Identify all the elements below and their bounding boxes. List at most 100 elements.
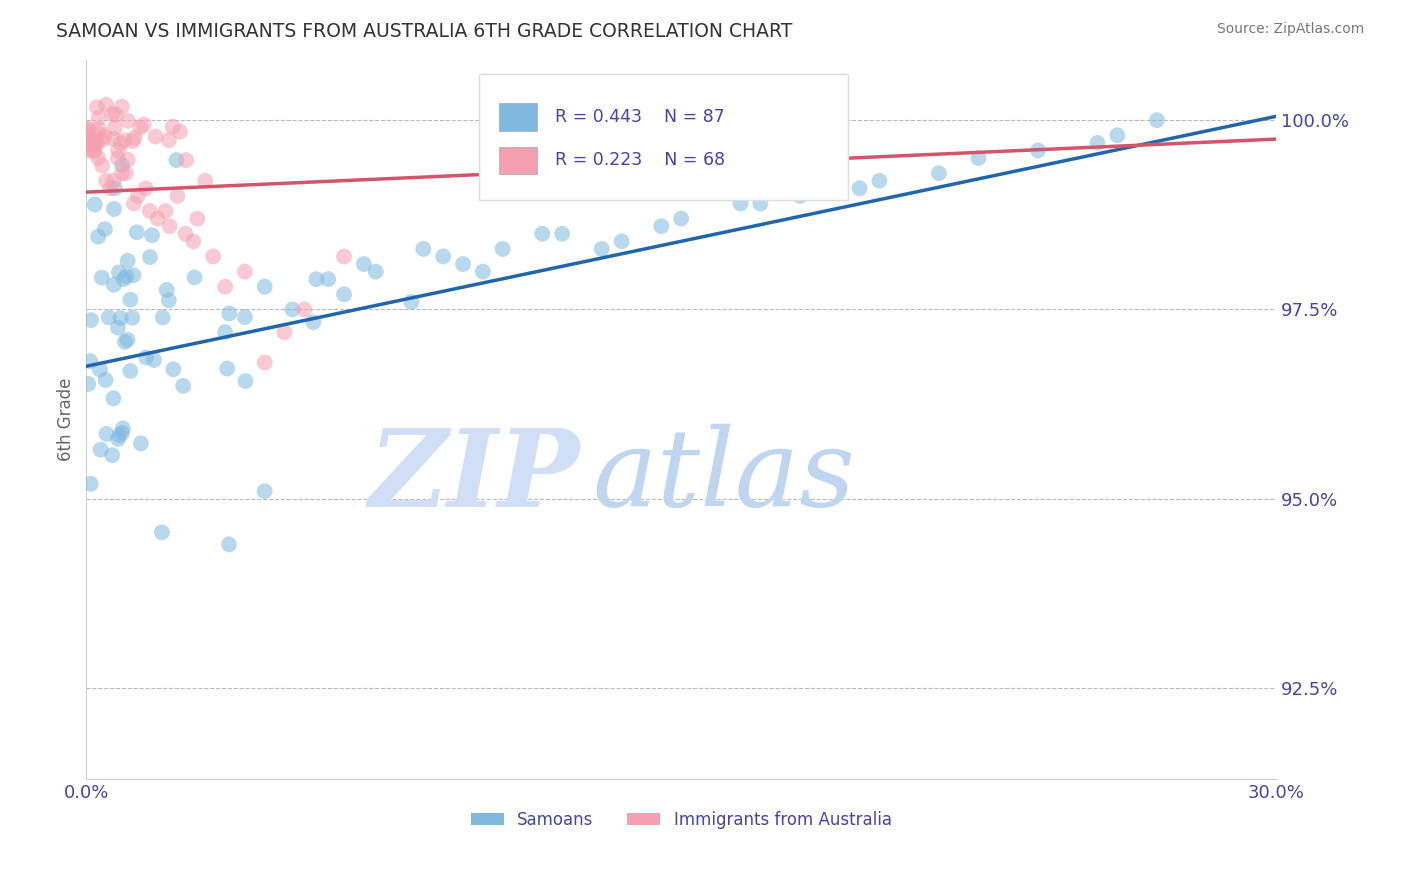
Samoans [125,225,148,239]
Samoans [152,310,174,325]
Samoans [302,315,325,329]
Immigrants from Australia [115,166,138,180]
Immigrants from Australia [84,135,107,149]
Text: R = 0.443    N = 87: R = 0.443 N = 87 [555,108,724,126]
Samoans [172,379,194,393]
Samoans [214,325,236,339]
Immigrants from Australia [157,133,180,147]
Samoans [235,374,257,388]
Immigrants from Australia [77,125,100,139]
Samoans [108,428,131,442]
Samoans [77,376,100,391]
Immigrants from Australia [101,107,124,121]
Immigrants from Australia [110,136,132,151]
Samoans [96,426,118,441]
Samoans [117,333,139,347]
Samoans [114,334,136,349]
Samoans [868,174,890,188]
Immigrants from Australia [77,121,100,136]
Samoans [112,272,135,286]
Immigrants from Australia [127,189,149,203]
Immigrants from Australia [186,211,208,226]
Samoans [217,361,239,376]
FancyBboxPatch shape [499,146,537,174]
Samoans [103,277,125,292]
Samoans [97,310,120,325]
Samoans [253,279,276,293]
Immigrants from Australia [117,114,139,128]
Samoans [150,525,173,540]
Samoans [111,425,134,440]
Samoans [117,253,139,268]
Samoans [142,353,165,368]
Samoans [115,269,138,284]
Immigrants from Australia [111,100,134,114]
Immigrants from Australia [93,129,115,144]
Samoans [650,219,672,234]
Samoans [610,235,633,249]
Samoans [1026,144,1049,158]
Immigrants from Australia [107,151,129,165]
Immigrants from Australia [94,174,117,188]
Immigrants from Australia [174,153,197,168]
Immigrants from Australia [77,133,100,147]
Samoans [107,432,129,446]
Samoans [305,272,328,286]
Samoans [83,197,105,211]
Samoans [107,320,129,334]
Immigrants from Australia [104,120,127,135]
Immigrants from Australia [77,137,100,152]
Text: ZIP: ZIP [368,424,581,530]
Immigrants from Australia [83,145,105,159]
Immigrants from Australia [132,118,155,132]
Immigrants from Australia [214,279,236,293]
Immigrants from Australia [86,136,108,150]
Samoans [79,354,101,368]
Samoans [471,264,494,278]
Immigrants from Australia [94,97,117,112]
Samoans [89,362,111,376]
Samoans [94,222,117,236]
Samoans [183,270,205,285]
Immigrants from Australia [77,136,100,151]
Samoans [353,257,375,271]
Samoans [967,151,990,165]
Immigrants from Australia [112,133,135,147]
Immigrants from Australia [145,129,167,144]
Immigrants from Australia [253,355,276,369]
Samoans [848,181,870,195]
Text: atlas: atlas [592,425,855,530]
Samoans [90,442,112,457]
Immigrants from Australia [194,174,217,188]
Text: R = 0.223    N = 68: R = 0.223 N = 68 [555,152,725,169]
Samoans [120,364,142,378]
Immigrants from Australia [122,196,145,211]
Samoans [103,392,125,406]
Samoans [110,311,132,326]
Samoans [749,196,772,211]
Samoans [281,302,304,317]
Immigrants from Australia [292,302,315,317]
Samoans [412,242,434,256]
Samoans [103,202,125,216]
Immigrants from Australia [83,140,105,154]
Samoans [108,265,131,279]
Samoans [121,310,143,325]
Immigrants from Australia [159,219,181,234]
Immigrants from Australia [86,100,108,114]
Immigrants from Australia [124,130,146,145]
Immigrants from Australia [82,134,104,148]
Samoans [451,257,474,271]
Immigrants from Australia [169,125,191,139]
Y-axis label: 6th Grade: 6th Grade [58,377,75,461]
Immigrants from Australia [83,144,105,158]
Immigrants from Australia [91,132,114,146]
Samoans [111,158,134,172]
Samoans [104,181,127,195]
Immigrants from Australia [333,250,356,264]
Immigrants from Australia [98,181,121,195]
Immigrants from Australia [103,132,125,146]
Samoans [928,166,950,180]
Immigrants from Australia [87,111,110,125]
Immigrants from Australia [117,153,139,167]
